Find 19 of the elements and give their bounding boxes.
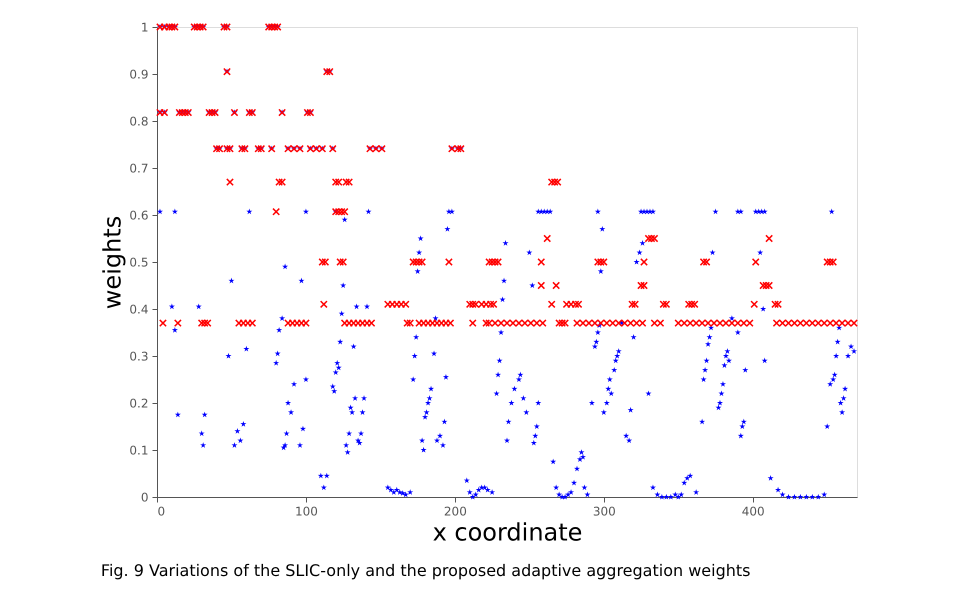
x-tick-label: 300 [592,504,616,518]
y-tick-label: 0.8 [129,114,148,128]
y-tick-label: 0.7 [129,162,148,176]
x-tick-label: 200 [444,504,467,518]
y-tick-label: 0.9 [129,68,148,82]
y-tick-label: 0.1 [129,444,148,458]
x-axis-title: x coordinate [432,518,582,546]
y-tick-label: 0.6 [129,208,148,222]
y-tick-label: 0.5 [129,256,148,270]
caption: Fig. 9 Variations of the SLIC-only and the proposed adaptive aggregation weights [100,561,750,580]
x-tick-label: 400 [742,504,765,518]
x-tick-label: 0 [158,504,166,518]
y-tick-label: 1 [140,20,148,34]
x-tick-label: 100 [294,504,318,518]
y-tick-label: 0.4 [129,302,148,316]
y-axis-title: weights [98,216,126,310]
y-tick-label: 0.2 [129,396,148,410]
y-tick-label: 0.3 [129,350,148,364]
y-tick-label: 0 [140,490,148,504]
